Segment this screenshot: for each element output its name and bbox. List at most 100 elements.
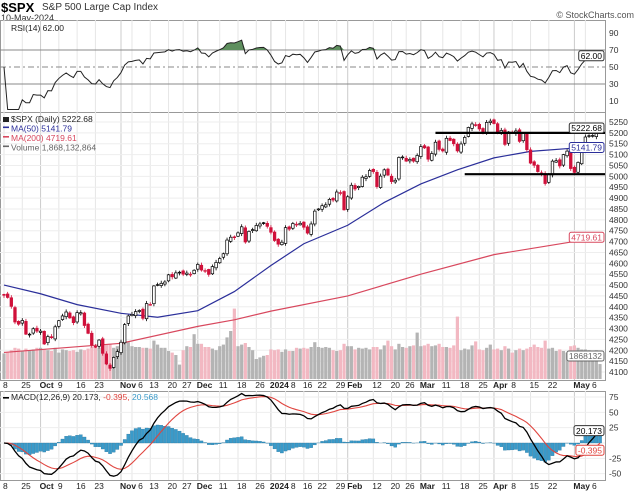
candle-body xyxy=(572,166,577,173)
stockcharts-credit[interactable]: © StockCharts.com xyxy=(556,10,634,20)
candle-body xyxy=(53,326,57,340)
volume-bar xyxy=(528,347,533,379)
volume-bar xyxy=(441,347,445,379)
macd-panel xyxy=(0,391,606,481)
candlestick xyxy=(367,168,372,178)
candlestick xyxy=(232,235,237,241)
candle-body xyxy=(20,320,24,324)
candlestick xyxy=(474,122,478,127)
candlestick xyxy=(561,153,566,167)
candle-body xyxy=(265,223,269,227)
volume-bar xyxy=(569,346,573,379)
macd-histogram-bar xyxy=(470,441,474,444)
x-axis-label: Dec xyxy=(197,380,213,390)
candle-body xyxy=(71,316,76,324)
candle-body xyxy=(203,270,207,272)
candle-body xyxy=(68,312,72,319)
volume-bar xyxy=(71,350,76,379)
rsi-tick-label: 50 xyxy=(609,62,619,72)
volume-bar xyxy=(492,349,496,379)
volume-bar xyxy=(192,334,196,379)
volume-bar xyxy=(444,347,449,379)
volume-bar xyxy=(269,349,273,379)
volume-bar xyxy=(185,346,189,379)
candle-body xyxy=(587,135,591,137)
macd-legend: MACD(12,26,9) 20.173, -0.395, 20.568 xyxy=(11,392,158,402)
candlestick xyxy=(115,349,119,359)
x-axis-label: 26 xyxy=(405,380,415,390)
x-axis-label: 8 xyxy=(291,380,296,390)
macd-histogram-bar xyxy=(499,442,504,447)
candle-body xyxy=(170,274,174,278)
candlestick xyxy=(316,208,321,212)
volume-bar xyxy=(353,349,357,379)
candle-body xyxy=(561,154,566,166)
price-tick-label: 4250 xyxy=(609,334,628,344)
macd-histogram-bar xyxy=(426,442,430,444)
macd-histogram-bar xyxy=(232,437,237,444)
volume-bar xyxy=(221,344,225,379)
volume-bar xyxy=(437,343,441,379)
macd-histogram-bar xyxy=(42,442,46,453)
macd-histogram-bar xyxy=(283,442,288,452)
volume-bar xyxy=(49,351,54,379)
candle-body xyxy=(108,364,112,369)
volume-bar xyxy=(543,340,547,379)
candle-body xyxy=(225,239,229,255)
volume-bar xyxy=(309,347,313,379)
x-axis-label: 25 xyxy=(21,481,31,491)
macd-histogram-bar xyxy=(269,442,273,446)
macd-histogram-bar xyxy=(207,442,211,445)
macd-histogram-bar xyxy=(60,438,65,444)
candlestick xyxy=(49,334,54,340)
macd-histogram-bar xyxy=(177,430,182,444)
candlestick xyxy=(218,256,222,264)
volume-bar xyxy=(27,350,32,379)
candle-body xyxy=(82,312,87,326)
legend-volume: Volume 1,868,132,864 xyxy=(11,143,96,153)
macd-histogram-bar xyxy=(27,442,32,455)
candle-body xyxy=(536,164,540,172)
candle-body xyxy=(459,143,463,153)
candle-body xyxy=(2,294,6,296)
price-tick-label: 4850 xyxy=(609,204,628,214)
macd-histogram-bar xyxy=(320,441,324,444)
volume-bar xyxy=(276,349,280,379)
candlestick xyxy=(6,291,10,299)
candlestick xyxy=(470,121,474,131)
candlestick xyxy=(141,307,145,321)
candlestick xyxy=(536,163,540,173)
candle-body xyxy=(521,132,525,142)
volume-bar xyxy=(68,351,72,379)
volume-bar xyxy=(463,348,467,379)
candlestick xyxy=(38,328,43,335)
volume-bar xyxy=(294,347,299,379)
candlestick xyxy=(364,174,368,182)
candle-body xyxy=(188,273,193,276)
macd-histogram-bar xyxy=(561,442,566,447)
volume-bar xyxy=(331,350,335,379)
macd-histogram-bar xyxy=(360,439,365,444)
candlestick xyxy=(196,262,200,272)
candlestick xyxy=(225,237,229,256)
candle-body xyxy=(400,156,405,159)
macd-histogram-bar xyxy=(152,425,156,444)
candle-body xyxy=(357,186,361,189)
macd-histogram-bar xyxy=(75,435,79,444)
candlestick xyxy=(532,160,536,168)
x-axis-label: Nov xyxy=(120,481,136,491)
x-axis-label: May xyxy=(573,481,590,491)
macd-histogram-bar xyxy=(115,442,120,450)
volume-bar xyxy=(433,345,438,379)
volume-bar xyxy=(196,343,200,379)
ma50-last-value-box xyxy=(568,142,605,154)
volume-bar xyxy=(415,332,419,379)
candle-body xyxy=(441,148,445,152)
candlestick xyxy=(302,221,306,230)
x-axis-label: Feb xyxy=(347,380,362,390)
price-panel xyxy=(0,112,606,381)
candlestick xyxy=(133,309,138,319)
macd-histogram-bar xyxy=(104,442,109,452)
candle-body xyxy=(35,327,39,332)
macd-histogram-bar xyxy=(477,441,482,444)
